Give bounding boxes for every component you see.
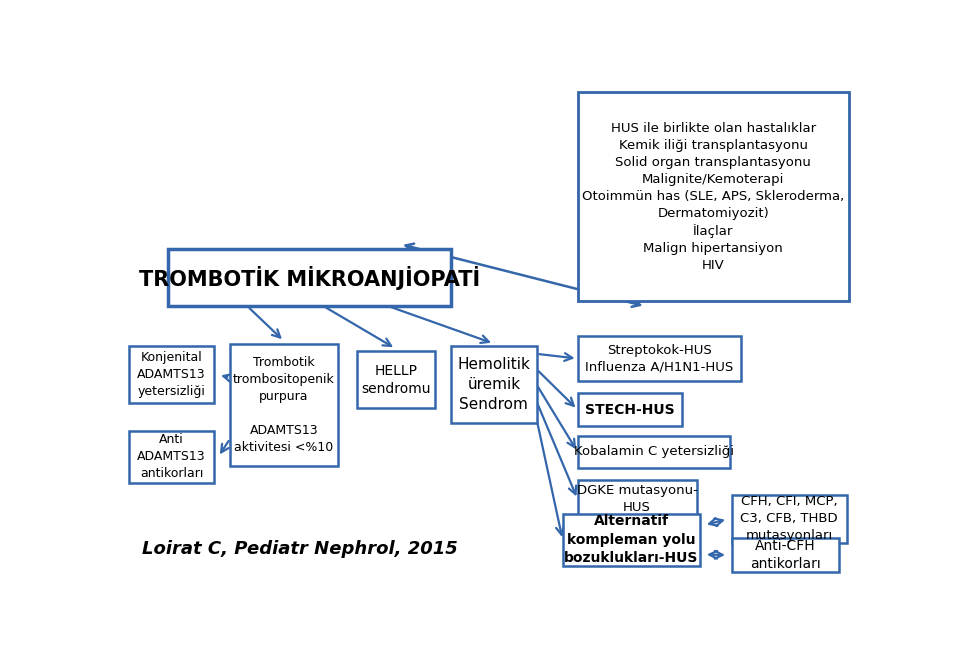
Text: Hemolitik
üremik
Sendrom: Hemolitik üremik Sendrom xyxy=(457,357,530,412)
Text: HUS ile birlikte olan hastalıklar
Kemik iliği transplantasyonu
Solid organ trans: HUS ile birlikte olan hastalıklar Kemik … xyxy=(582,121,845,272)
FancyBboxPatch shape xyxy=(578,481,697,517)
Text: TROMBOTİK MİKROANJİOPATİ: TROMBOTİK MİKROANJİOPATİ xyxy=(139,266,480,290)
FancyBboxPatch shape xyxy=(578,336,741,381)
Text: DGKE mutasyonu-
HUS: DGKE mutasyonu- HUS xyxy=(577,484,698,514)
FancyBboxPatch shape xyxy=(578,393,682,426)
FancyBboxPatch shape xyxy=(168,249,451,306)
Text: HELLP
sendromu: HELLP sendromu xyxy=(361,364,430,396)
FancyBboxPatch shape xyxy=(129,346,214,403)
Text: Alternatif
kompleman yolu
bozuklukları-HUS: Alternatif kompleman yolu bozuklukları-H… xyxy=(564,514,699,565)
Text: Streptokok-HUS
Influenza A/H1N1-HUS: Streptokok-HUS Influenza A/H1N1-HUS xyxy=(586,344,733,373)
Text: Loirat C, Pediatr Nephrol, 2015: Loirat C, Pediatr Nephrol, 2015 xyxy=(142,539,458,557)
FancyBboxPatch shape xyxy=(230,344,338,466)
FancyBboxPatch shape xyxy=(129,431,214,483)
Text: Kobalamin C yetersizliği: Kobalamin C yetersizliği xyxy=(574,445,733,458)
FancyBboxPatch shape xyxy=(578,435,730,468)
FancyBboxPatch shape xyxy=(732,537,839,572)
Text: CFH, CFI, MCP,
C3, CFB, THBD
mutasyonları: CFH, CFI, MCP, C3, CFB, THBD mutasyonlar… xyxy=(740,495,838,543)
Text: Trombotik
trombositopenik
purpura

ADAMTS13
aktivitesi <%10: Trombotik trombositopenik purpura ADAMTS… xyxy=(233,355,335,453)
Text: Anti-CFH
antikorları: Anti-CFH antikorları xyxy=(750,539,821,571)
Text: Konjenital
ADAMTS13
yetersizliği: Konjenital ADAMTS13 yetersizliği xyxy=(137,351,206,398)
FancyBboxPatch shape xyxy=(563,514,701,566)
FancyBboxPatch shape xyxy=(732,495,847,543)
FancyBboxPatch shape xyxy=(356,351,435,408)
FancyBboxPatch shape xyxy=(578,92,849,301)
Text: STECH-HUS: STECH-HUS xyxy=(585,402,675,417)
FancyBboxPatch shape xyxy=(451,346,537,423)
Text: Anti
ADAMTS13
antikorları: Anti ADAMTS13 antikorları xyxy=(137,433,206,481)
